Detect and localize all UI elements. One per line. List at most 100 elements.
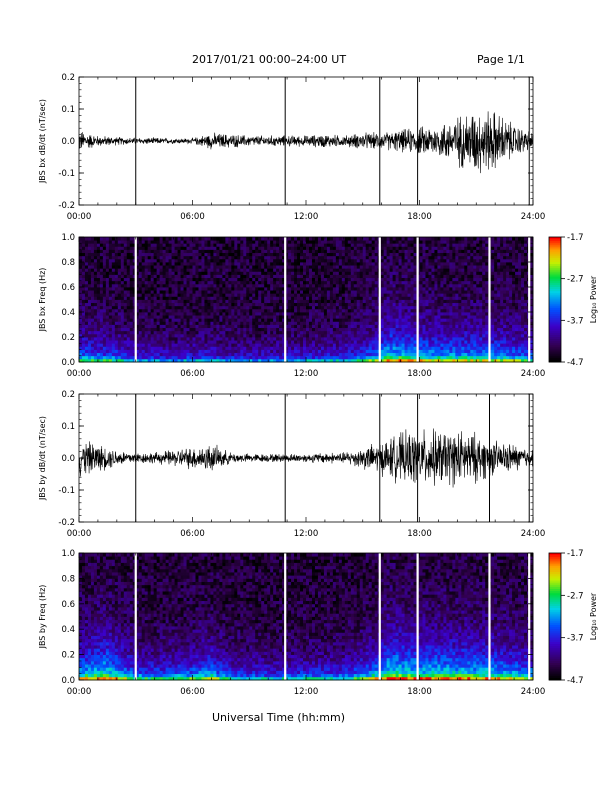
spectrogram-cell xyxy=(320,277,325,282)
spectrogram-cell xyxy=(195,246,199,250)
spectrogram-cell xyxy=(395,315,399,319)
spectrogram-cell xyxy=(288,268,292,272)
spectrogram-cell xyxy=(353,305,358,310)
spectrogram-cell xyxy=(141,299,146,304)
spectrogram-cell xyxy=(428,358,432,363)
spectrogram-cell xyxy=(407,268,411,272)
spectrogram-cell xyxy=(395,290,399,294)
spectrogram-cell xyxy=(314,324,319,329)
spectrogram-cell xyxy=(371,337,376,341)
spectrogram-cell xyxy=(165,290,170,294)
spectrogram-cell xyxy=(111,274,116,279)
spectrogram-cell xyxy=(341,268,346,272)
spectrogram-cell xyxy=(90,290,95,294)
spectrogram-cell xyxy=(341,333,346,338)
spectrogram-cell xyxy=(371,355,376,360)
spectrogram-cell xyxy=(201,312,205,316)
spectrogram-cell xyxy=(392,265,397,269)
spectrogram-cell xyxy=(368,299,373,304)
spectrogram-cell xyxy=(386,330,391,335)
spectrogram-cell xyxy=(156,277,161,282)
spectrogram-cell xyxy=(228,352,232,357)
spectrogram-cell xyxy=(111,262,116,266)
spectrogram-cell xyxy=(192,308,196,313)
spectrogram-cell xyxy=(294,312,298,316)
spectrogram-cell xyxy=(93,305,98,310)
spectrogram-cell xyxy=(81,265,86,269)
spectrogram-cell xyxy=(356,299,361,304)
spectrogram-cell xyxy=(338,246,343,250)
spectrogram-cell xyxy=(255,352,259,357)
spectrogram-cell xyxy=(374,296,379,300)
spectrogram-cell xyxy=(198,337,202,341)
spectrogram-cell xyxy=(129,255,134,260)
spectrogram-cell xyxy=(177,246,181,250)
spectrogram-cell xyxy=(308,302,313,307)
spectrogram-cell xyxy=(84,243,89,247)
spectrogram-cell xyxy=(338,312,343,316)
spectrogram-cell xyxy=(291,312,295,316)
spectrogram-cell xyxy=(132,249,137,254)
spectrogram-cell xyxy=(138,305,143,310)
spectrogram-cell xyxy=(84,293,89,297)
spectrogram-cell xyxy=(294,280,298,285)
spectrogram-cell xyxy=(234,333,238,338)
spectrogram-cell xyxy=(270,305,274,310)
spectrogram-cell xyxy=(174,255,178,260)
spectrogram-cell xyxy=(341,290,346,294)
spectrogram-cell xyxy=(171,349,175,354)
spectrogram-cell xyxy=(303,246,307,250)
spectrogram-cell xyxy=(314,302,319,307)
spectrogram-cell xyxy=(87,293,92,297)
spectrogram-cell xyxy=(102,296,107,300)
spectrogram-cell xyxy=(434,296,438,300)
spectrogram-cell xyxy=(252,337,256,341)
spectrogram-cell xyxy=(362,349,367,354)
spectrogram-cell xyxy=(189,249,193,254)
spectrogram-cell xyxy=(84,312,89,316)
spectrogram-cell xyxy=(90,255,95,260)
spectrogram-cell xyxy=(141,346,146,350)
spectrogram-cell xyxy=(326,305,331,310)
spectrogram-cell xyxy=(326,302,331,307)
spectrogram-cell xyxy=(285,355,289,360)
spectrogram-cell xyxy=(362,262,367,266)
spectrogram-cell xyxy=(270,252,274,257)
spectrogram-cell xyxy=(404,302,408,307)
spectrogram-cell xyxy=(291,321,295,325)
spectrogram-cell xyxy=(174,274,178,279)
spectrogram-cell xyxy=(422,280,426,285)
spectrogram-cell xyxy=(108,277,113,282)
spectrogram-cell xyxy=(111,243,116,247)
spectrogram-cell xyxy=(213,274,217,279)
spectrogram-cell xyxy=(102,349,107,354)
spectrogram-cell xyxy=(335,340,340,344)
spectrogram-cell xyxy=(144,290,149,294)
spectrogram-cell xyxy=(126,290,131,294)
spectrogram-cell xyxy=(120,321,125,325)
spectrogram-cell xyxy=(365,280,370,285)
spectrogram-cell xyxy=(240,302,244,307)
spectrogram-cell xyxy=(258,265,262,269)
spectrogram-cell xyxy=(332,280,337,285)
spectrogram-cell xyxy=(120,302,125,307)
spectrogram-cell xyxy=(383,262,388,266)
spectrogram-cell xyxy=(401,349,405,354)
spectrogram-cell xyxy=(165,268,170,272)
spectrogram-cell xyxy=(300,299,304,304)
spectrogram-cell xyxy=(356,337,361,341)
spectrogram-cell xyxy=(282,258,286,263)
spectrogram-cell xyxy=(255,346,259,350)
spectrogram-cell xyxy=(323,262,328,266)
spectrogram-cell xyxy=(392,330,397,335)
spectrogram-cell xyxy=(237,287,241,291)
spectrogram-cell xyxy=(404,268,408,272)
spectrogram-cell xyxy=(111,315,116,319)
spectrogram-cell xyxy=(437,268,441,272)
spectrogram-cell xyxy=(93,349,98,354)
spectrogram-cell xyxy=(332,249,337,254)
spectrogram-cell xyxy=(294,271,298,275)
spectrogram-cell xyxy=(144,268,149,272)
spectrogram-cell xyxy=(192,287,196,291)
spectrogram-cell xyxy=(389,240,394,244)
